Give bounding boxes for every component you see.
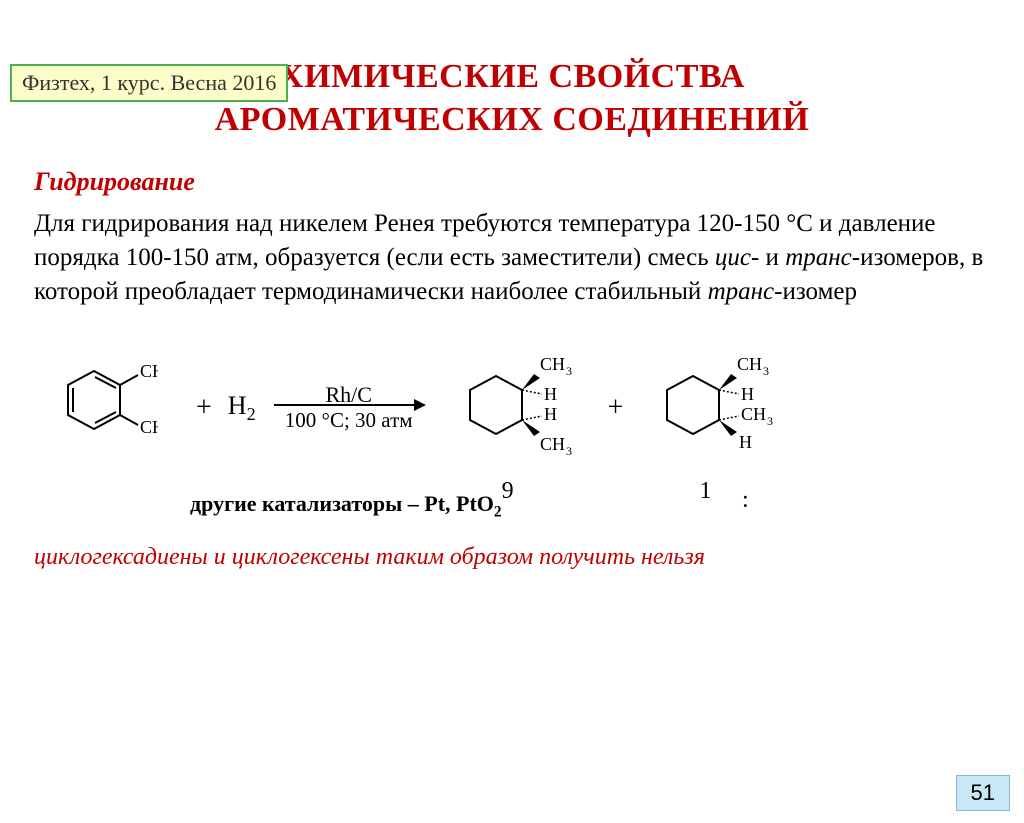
svg-text:3: 3	[566, 364, 572, 378]
svg-text:H: H	[544, 384, 557, 404]
svg-text:H: H	[739, 432, 752, 452]
product-cis-wrap: CH 3 H H CH 3 9	[442, 330, 592, 485]
svg-text:CH: CH	[741, 404, 766, 424]
para-trans-2: транс	[708, 278, 775, 305]
product-cis: CH 3 H H CH 3	[442, 330, 592, 480]
catalyst-note: другие катализаторы – Pt, PtO2	[190, 491, 1024, 521]
product-trans: CH 3 H CH 3 H	[639, 330, 789, 480]
svg-text:CH: CH	[540, 434, 565, 454]
course-badge: Физтех, 1 курс. Весна 2016	[10, 64, 288, 102]
svg-text:CH: CH	[737, 354, 762, 374]
svg-text:3: 3	[767, 414, 773, 428]
title-line-1: ХИМИЧЕСКИЕ СВОЙСТВА	[279, 58, 745, 95]
arrow-bottom-label: 100 °С; 30 атм	[285, 408, 413, 433]
bottom-note: циклогексадиены и циклогексены таким обр…	[34, 544, 1024, 571]
h2-h: H	[228, 391, 247, 420]
reaction-arrow: Rh/C 100 °С; 30 атм	[274, 382, 424, 433]
svg-text:CH: CH	[140, 417, 158, 437]
svg-text:H: H	[741, 384, 754, 404]
svg-text:3: 3	[763, 364, 769, 378]
page-number: 51	[956, 775, 1010, 811]
svg-text:CH: CH	[540, 354, 565, 374]
hydrogen: H2	[228, 391, 256, 425]
para-after: -изомер	[774, 278, 857, 305]
svg-text:CH: CH	[140, 361, 158, 381]
arrow-line	[274, 404, 424, 406]
para-dash: - и	[751, 244, 785, 271]
catalyst-sub: 2	[494, 504, 502, 521]
ratio-colon: :	[742, 487, 749, 514]
h2-sub: 2	[247, 404, 256, 424]
catalyst-prefix: другие катализаторы – Pt, PtO	[190, 491, 494, 516]
reaction-scheme: CH 3 CH 3 + H2 Rh/C 100 °С; 30 атм CH 3 …	[38, 330, 1024, 485]
svg-text:H: H	[544, 404, 557, 424]
para-cis: цис	[715, 244, 751, 271]
section-heading: Гидрирование	[34, 167, 1024, 197]
title-line-2: АРОМАТИЧЕСКИХ СОЕДИНЕНИЙ	[215, 101, 810, 138]
product-trans-wrap: CH 3 H CH 3 H 1	[639, 330, 789, 485]
para-trans-1: транс	[785, 244, 852, 271]
svg-text:3: 3	[566, 444, 572, 458]
body-paragraph: Для гидрирования над никелем Ренея требу…	[34, 207, 990, 308]
plus-sign-2: +	[608, 392, 624, 424]
plus-sign-1: +	[196, 392, 212, 424]
reactant-oxylene: CH 3 CH 3	[38, 353, 158, 463]
